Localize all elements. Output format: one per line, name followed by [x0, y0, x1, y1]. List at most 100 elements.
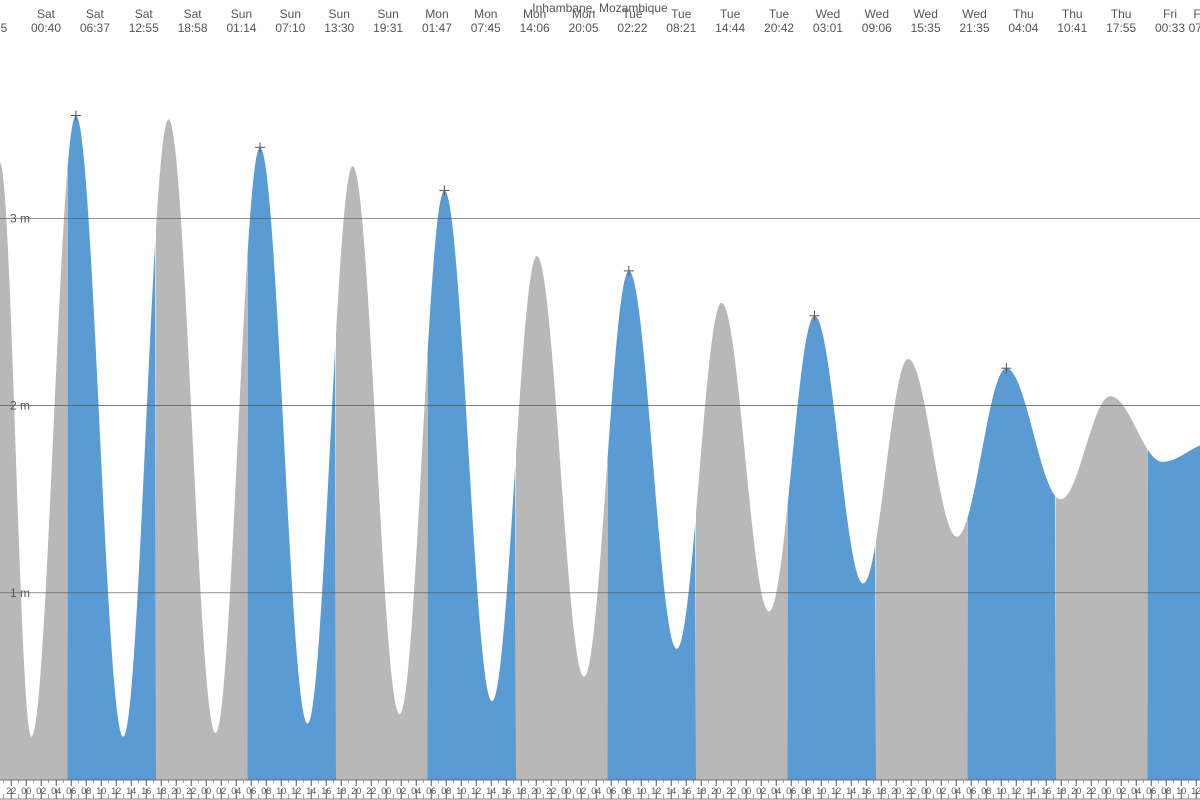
header-time: 08:21 — [666, 21, 696, 35]
header-day: Sat — [135, 7, 154, 21]
header-time: 07:45 — [471, 21, 501, 35]
x-hour-label: 00 — [201, 786, 211, 796]
header-day: Tue — [622, 7, 643, 21]
x-hour-label: 08 — [801, 786, 811, 796]
x-hour-label: 06 — [426, 786, 436, 796]
x-hour-label: 02 — [216, 786, 226, 796]
x-hour-label: 10 — [816, 786, 826, 796]
x-hour-label: 12 — [291, 786, 301, 796]
header-day: Sun — [377, 7, 398, 21]
header-time: 12:55 — [129, 21, 159, 35]
tide-area-day — [428, 190, 517, 780]
x-hour-label: 10 — [456, 786, 466, 796]
x-hour-label: 22 — [6, 786, 16, 796]
x-hour-label: 00 — [741, 786, 751, 796]
header-time: 15:35 — [911, 21, 941, 35]
tide-area-day — [68, 116, 157, 780]
header-day: Wed — [816, 7, 840, 21]
header-day: Wed — [913, 7, 937, 21]
header-time: 06:37 — [80, 21, 110, 35]
header-day: Tue — [671, 7, 692, 21]
x-hour-label: 18 — [696, 786, 706, 796]
header-time: 09:06 — [862, 21, 892, 35]
x-hour-label: 22 — [1086, 786, 1096, 796]
x-hour-label: 04 — [231, 786, 241, 796]
header-day: Thu — [1062, 7, 1083, 21]
tide-area-night — [696, 303, 788, 780]
x-hour-label: 06 — [786, 786, 796, 796]
x-hour-label: 04 — [951, 786, 961, 796]
tide-area-night — [516, 256, 608, 780]
header-day: Sun — [231, 7, 252, 21]
x-hour-label: 06 — [1146, 786, 1156, 796]
header-time: 01:14 — [226, 21, 256, 35]
tide-chart: 1 m2 m3 mInhambane, MozambiqueSat00:40Sa… — [0, 0, 1200, 800]
tide-area-day — [1148, 443, 1200, 780]
header-time: 04:04 — [1008, 21, 1038, 35]
tide-area-day — [788, 316, 877, 780]
x-hour-label: 16 — [501, 786, 511, 796]
x-hour-label: 22 — [546, 786, 556, 796]
x-hour-label: 22 — [906, 786, 916, 796]
x-hour-label: 20 — [351, 786, 361, 796]
x-hour-label: 08 — [261, 786, 271, 796]
x-hour-label: 12 — [471, 786, 481, 796]
x-hour-label: 00 — [381, 786, 391, 796]
y-axis-label: 2 m — [10, 399, 30, 413]
x-hour-label: 04 — [771, 786, 781, 796]
x-hour-label: 04 — [411, 786, 421, 796]
x-hour-label: 20 — [171, 786, 181, 796]
x-hour-label: 00 — [561, 786, 571, 796]
x-hour-label: 14 — [126, 786, 136, 796]
x-hour-label: 16 — [1041, 786, 1051, 796]
x-hour-label: 12 — [111, 786, 121, 796]
header-time: 20:42 — [764, 21, 794, 35]
x-hour-label: 20 — [711, 786, 721, 796]
x-hour-label: 00 — [921, 786, 931, 796]
x-hour-label: 18 — [1056, 786, 1066, 796]
tide-area-day — [968, 368, 1057, 780]
header-day: Sat — [184, 7, 203, 21]
x-hour-label: 10 — [276, 786, 286, 796]
x-hour-label: 02 — [756, 786, 766, 796]
x-hour-label: 08 — [441, 786, 451, 796]
x-hour-label: 08 — [1161, 786, 1171, 796]
x-hour-label: 06 — [246, 786, 256, 796]
x-hour-label: 08 — [981, 786, 991, 796]
y-axis-label: 3 m — [10, 211, 30, 225]
x-hour-label: 06 — [606, 786, 616, 796]
x-hour-label: 14 — [846, 786, 856, 796]
header-time: 18:58 — [178, 21, 208, 35]
header-day: Thu — [1013, 7, 1034, 21]
x-hour-label: 22 — [726, 786, 736, 796]
x-hour-label: 10 — [96, 786, 106, 796]
header-time: 01:47 — [422, 21, 452, 35]
header-time: 13:30 — [324, 21, 354, 35]
header-day: Fri — [1163, 7, 1177, 21]
tide-area-night — [0, 162, 68, 780]
x-hour-label: 18 — [516, 786, 526, 796]
header-day: Sat — [86, 7, 105, 21]
chart-title: Inhambane, Mozambique — [532, 1, 668, 15]
header-day: Thu — [1111, 7, 1132, 21]
header-day: Mon — [572, 7, 595, 21]
x-hour-label: 10 — [1176, 786, 1186, 796]
x-hour-label: 04 — [1131, 786, 1141, 796]
header-time: 14:06 — [520, 21, 550, 35]
x-hour-label: 22 — [366, 786, 376, 796]
tide-chart-svg: 1 m2 m3 mInhambane, MozambiqueSat00:40Sa… — [0, 0, 1200, 800]
header-day: Tue — [720, 7, 741, 21]
header-time: 21:35 — [960, 21, 990, 35]
tide-areas — [0, 116, 1200, 780]
header-time: 17:55 — [1106, 21, 1136, 35]
x-hour-label: 02 — [936, 786, 946, 796]
header-day: Sat — [37, 7, 56, 21]
header-time: 10:41 — [1057, 21, 1087, 35]
x-hour-label: 00 — [1101, 786, 1111, 796]
x-hour-label: 20 — [1071, 786, 1081, 796]
x-hour-label: 08 — [81, 786, 91, 796]
x-hour-label: 06 — [966, 786, 976, 796]
tide-area-night — [876, 359, 968, 780]
x-hour-label: 04 — [51, 786, 61, 796]
tide-area-night — [1056, 396, 1148, 780]
